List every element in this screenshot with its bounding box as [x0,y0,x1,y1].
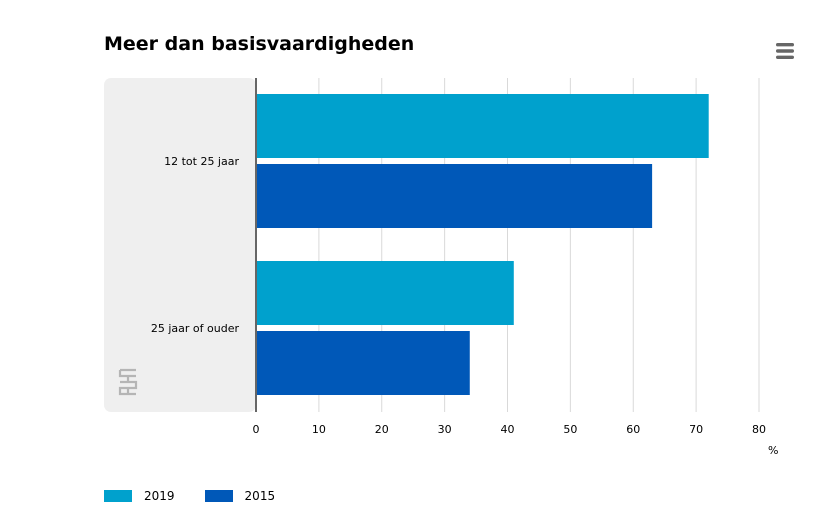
legend-item-2015[interactable]: 2015 [204,489,276,503]
legend-label-2015: 2015 [244,489,276,503]
x-tick-label: 20 [375,423,389,436]
cbs-logo-icon [118,368,138,396]
x-tick-label: 10 [312,423,326,436]
x-tick-label: 30 [438,423,452,436]
x-tick-label: 60 [626,423,640,436]
category-label: 25 jaar of ouder [151,322,240,335]
legend: 2019 2015 [104,489,305,503]
x-tick-label: 0 [253,423,260,436]
x-tick-label: 80 [752,423,766,436]
bar-2015-0[interactable] [257,164,653,228]
bar-2019-1[interactable] [257,261,514,325]
category-labels: 12 tot 25 jaar 25 jaar of ouder [151,155,240,335]
category-label: 12 tot 25 jaar [164,155,239,168]
hamburger-menu-icon[interactable] [775,42,795,60]
x-axis-unit-label: % [768,444,779,457]
x-tick-label: 70 [689,423,703,436]
chart-title: Meer dan basisvaardigheden [104,33,415,55]
bar-2015-1[interactable] [257,331,470,395]
legend-label-2019: 2019 [144,489,175,503]
x-tick-label: 40 [501,423,515,436]
legend-swatch-2015 [204,490,233,502]
legend-swatch-2019 [104,490,132,502]
legend-item-2019[interactable]: 2019 [104,489,175,503]
x-tick-label: 50 [563,423,577,436]
category-panel [104,78,256,412]
bars [257,94,709,395]
bar-2019-0[interactable] [257,94,709,158]
x-axis-ticks: 0 10 20 30 40 50 60 70 80 [253,423,767,436]
